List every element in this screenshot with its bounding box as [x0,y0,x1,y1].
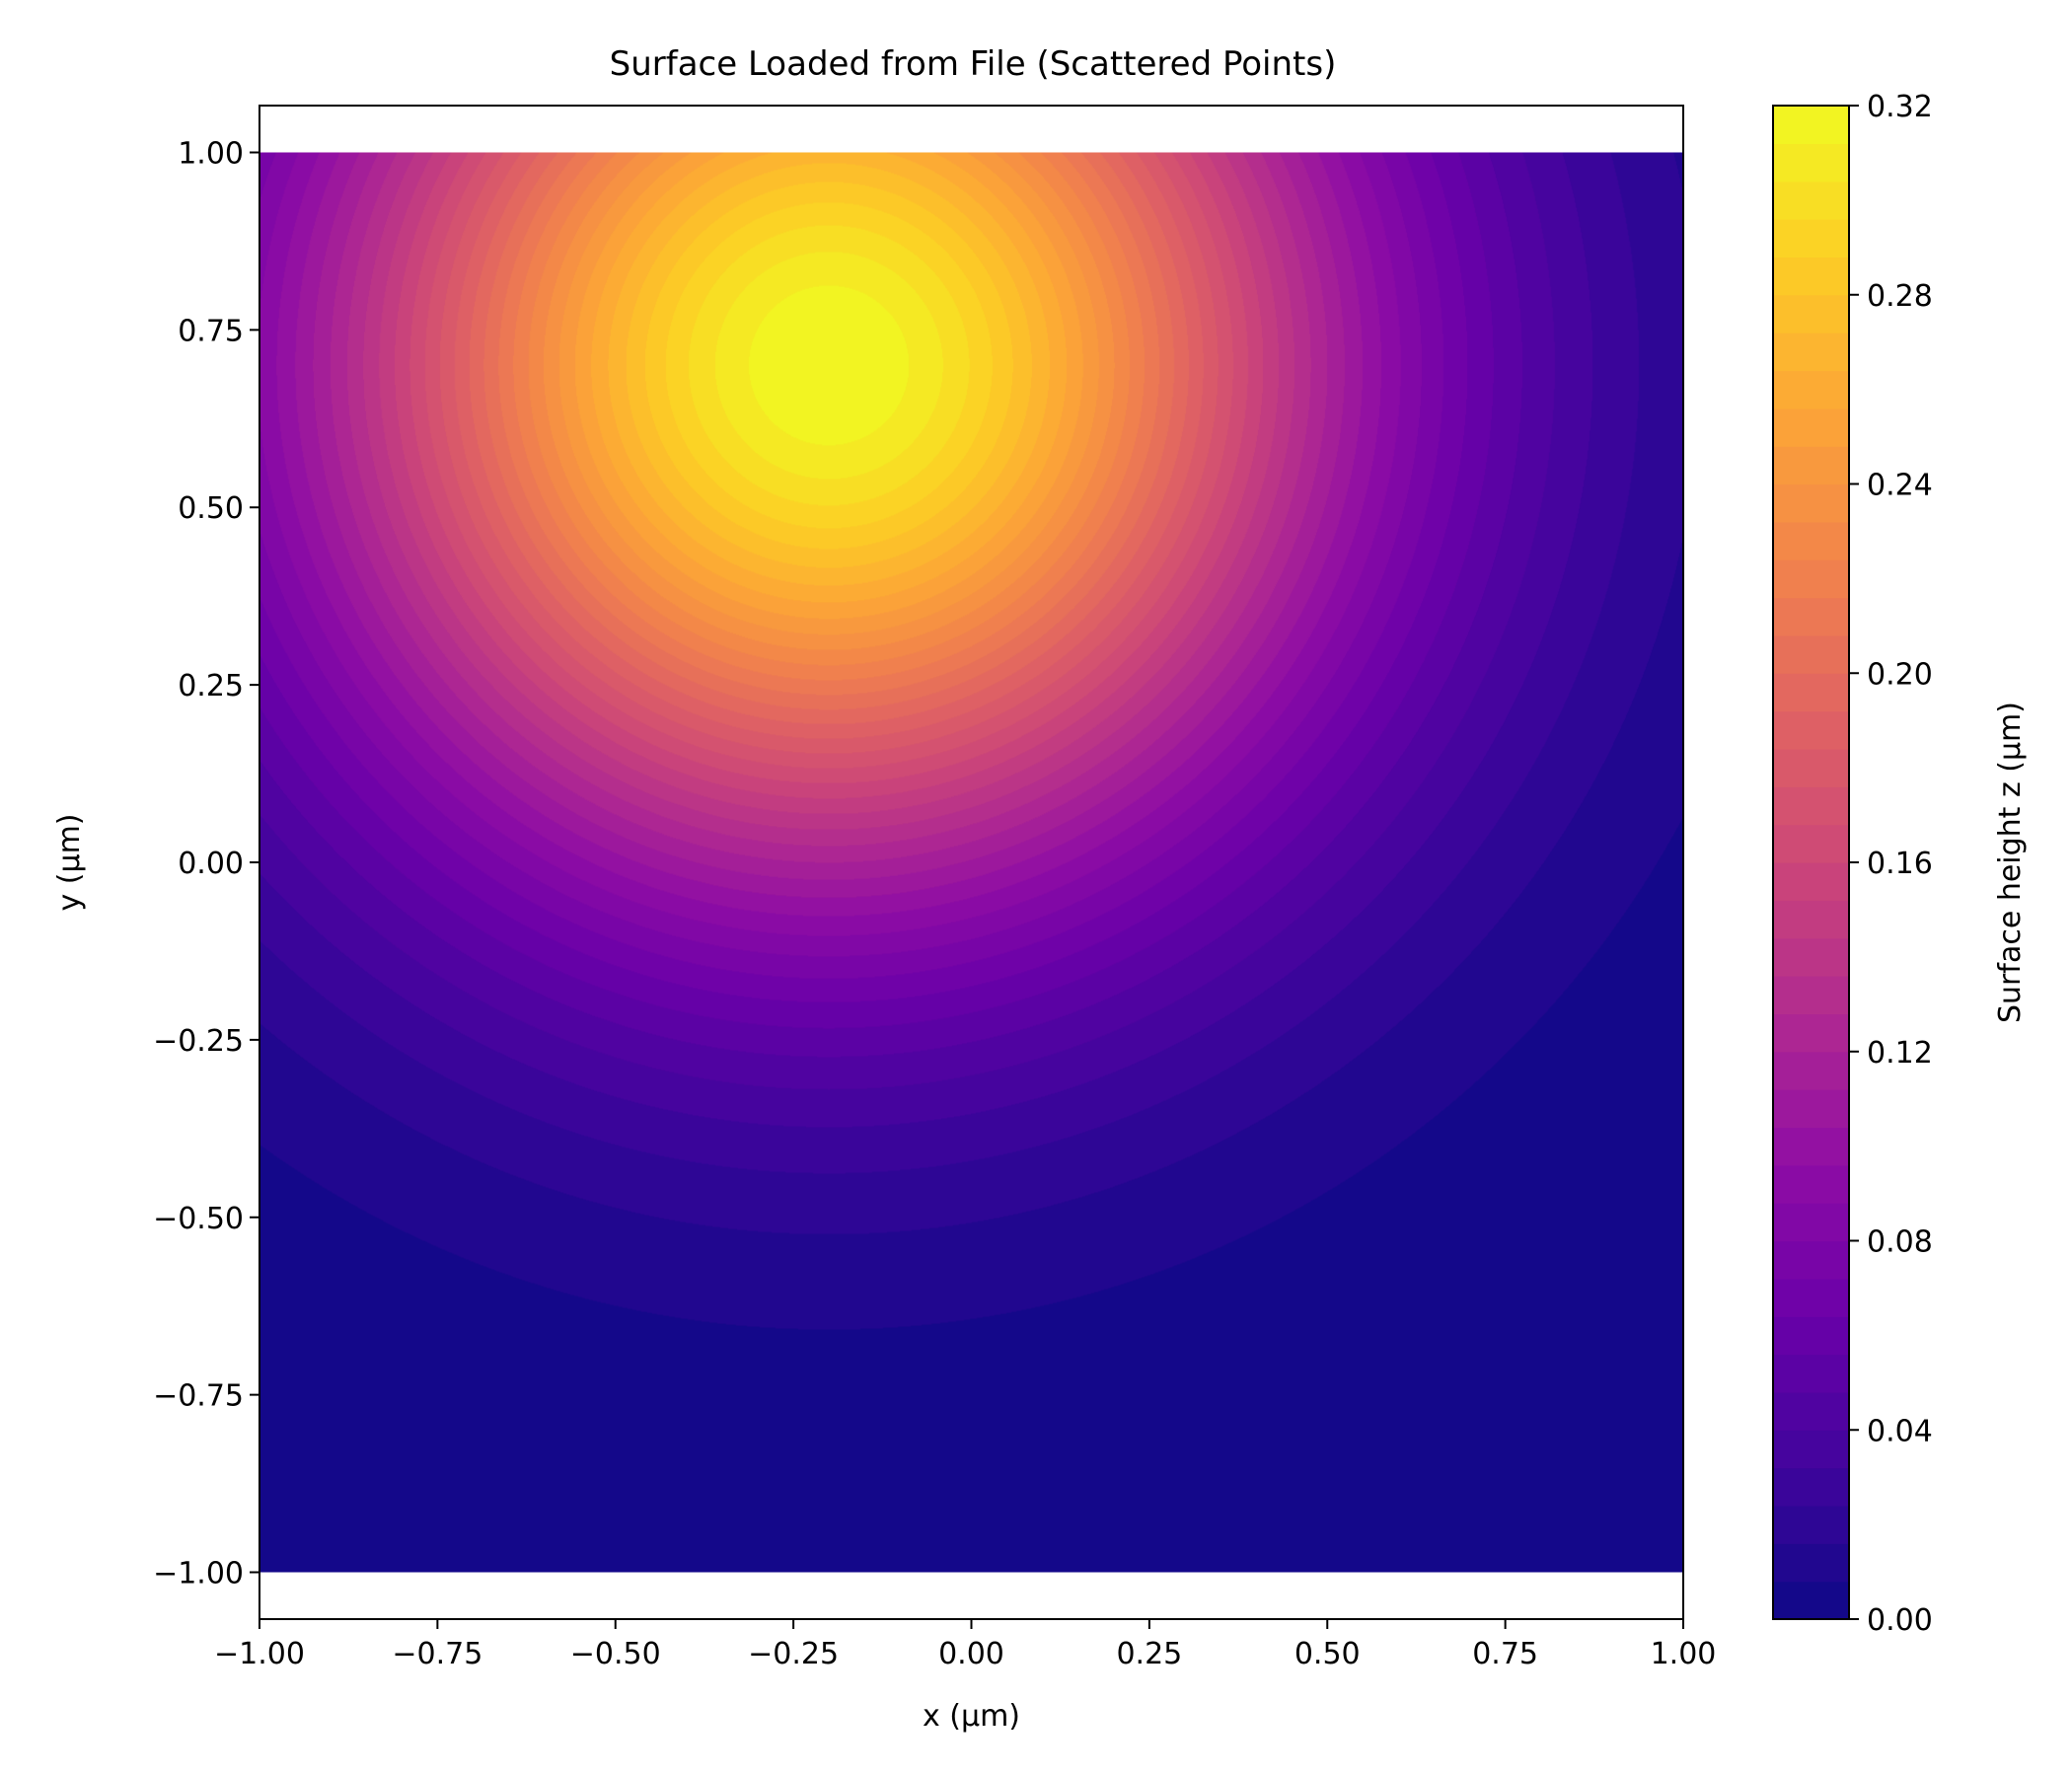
colorbar-band [1773,937,1849,977]
colorbar-band [1773,786,1849,826]
colorbar-tick-label: 0.16 [1867,847,1933,881]
x-tick-label: 1.00 [1651,1637,1717,1671]
colorbar-band [1773,824,1849,863]
colorbar-band [1773,333,1849,372]
chart-title: Surface Loaded from File (Scattered Poin… [610,44,1337,84]
colorbar-band [1773,1316,1849,1356]
colorbar-band [1773,1051,1849,1090]
x-axis-label: x (µm) [923,1699,1020,1734]
colorbar-band [1773,483,1849,523]
colorbar-band [1773,1278,1849,1317]
x-tick-label: 0.25 [1116,1637,1182,1671]
x-axis-ticks: −1.00 −0.75 −0.50 −0.25 0.00 0.25 0.50 0.75 1.00 [214,1619,1716,1671]
colorbar-band [1773,294,1849,333]
colorbar-band [1773,597,1849,636]
x-tick-label: 0.50 [1295,1637,1361,1671]
y-tick-label: −1.00 [153,1557,244,1591]
colorbar-ticks: 0.00 0.04 0.08 0.12 0.16 0.20 0.24 0.28 0.32 [1849,90,1933,1638]
y-tick-label: 0.00 [178,847,244,881]
colorbar-band [1773,1430,1849,1469]
colorbar-band [1773,257,1849,296]
colorbar-band [1773,1240,1849,1280]
x-tick-label: −0.25 [748,1637,839,1671]
y-tick-label: 0.75 [178,314,244,348]
colorbar-band [1773,1354,1849,1393]
colorbar-band [1773,1505,1849,1544]
x-tick-label: 0.75 [1472,1637,1538,1671]
colorbar-band [1773,1164,1849,1204]
colorbar-tick-label: 0.12 [1867,1036,1933,1071]
colorbar-band [1773,1581,1849,1620]
colorbar-band [1773,1203,1849,1242]
colorbar-band [1773,370,1849,409]
x-tick-label: 0.00 [938,1637,1004,1671]
colorbar-tick-label: 0.04 [1867,1414,1933,1448]
colorbar-band [1773,634,1849,674]
colorbar-band [1773,900,1849,939]
colorbar-band [1773,219,1849,258]
y-tick-label: −0.25 [153,1024,244,1059]
x-tick-label: −1.00 [214,1637,305,1671]
colorbar-tick-label: 0.32 [1867,90,1933,124]
colorbar-band [1773,521,1849,560]
plot-area [259,105,1684,1620]
colorbar-band [1773,673,1849,712]
colorbar-tick-label: 0.20 [1867,657,1933,692]
colorbar-band [1773,748,1849,787]
y-tick-label: 0.50 [178,491,244,526]
colorbar-band [1773,1467,1849,1507]
colorbar-band [1773,862,1849,901]
colorbar-bands [1773,106,1849,1620]
colorbar-band [1773,106,1849,144]
colorbar-band [1773,710,1849,750]
colorbar-band [1773,1013,1849,1053]
x-tick-label: −0.50 [570,1637,661,1671]
colorbar-band [1773,559,1849,599]
y-tick-label: −0.75 [153,1379,244,1414]
y-tick-label: 0.25 [178,669,244,703]
colorbar-band [1773,1543,1849,1583]
colorbar-label: Surface height z (µm) [1993,702,2028,1023]
colorbar-tick-label: 0.08 [1867,1225,1933,1260]
colorbar-band [1773,1089,1849,1129]
colorbar-tick-label: 0.00 [1867,1603,1933,1638]
y-tick-label: −0.50 [153,1202,244,1236]
x-tick-label: −0.75 [392,1637,482,1671]
colorbar-tick-label: 0.24 [1867,469,1933,503]
colorbar-band [1773,143,1849,183]
colorbar-band [1773,407,1849,447]
y-axis-label: y (µm) [52,813,87,911]
colorbar: 0.00 0.04 0.08 0.12 0.16 0.20 0.24 0.28 0.32 Sur… [1772,90,2028,1638]
heatmap-surface [259,152,1683,1573]
colorbar-band [1773,181,1849,220]
colorbar-band [1773,1127,1849,1166]
y-axis-ticks: 1.00 0.75 0.50 0.25 0.00 −0.25 −0.50 −0.75 −1.00 [153,136,259,1591]
y-tick-label: 1.00 [178,136,244,171]
colorbar-band [1773,976,1849,1014]
colorbar-band [1773,1391,1849,1431]
colorbar-band [1773,446,1849,485]
colorbar-tick-label: 0.28 [1867,279,1933,314]
